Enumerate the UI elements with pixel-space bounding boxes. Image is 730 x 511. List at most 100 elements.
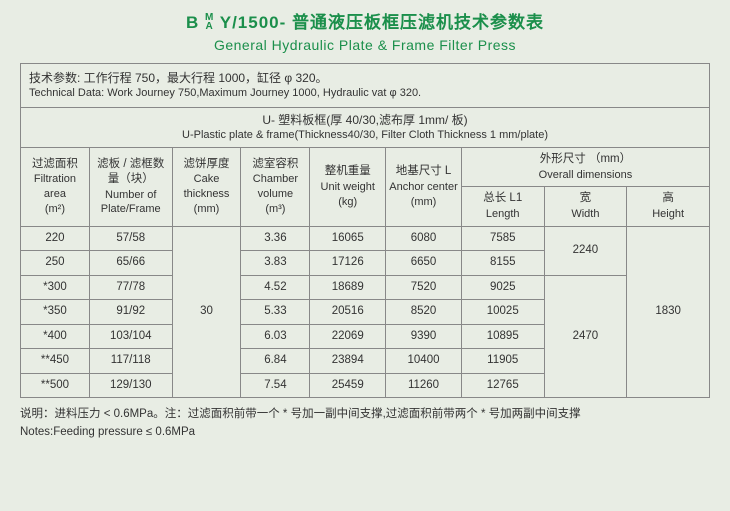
techdata-cell: 技术参数: 工作行程 750，最大行程 1000，缸径 φ 320。 Techn… (21, 64, 710, 108)
cell-weight: 18689 (310, 275, 386, 300)
hdr-overall-en: Overall dimensions (464, 168, 707, 183)
cell-weight: 17126 (310, 251, 386, 276)
cell-width-g2: 2470 (544, 275, 627, 398)
cell-length: 9025 (461, 275, 544, 300)
cell-plates: 65/66 (89, 251, 172, 276)
cell-area: *400 (21, 324, 90, 349)
cell-plates: 91/92 (89, 300, 172, 325)
cell-chamber: 6.03 (241, 324, 310, 349)
cell-length: 10895 (461, 324, 544, 349)
hdr-anchor: 地基尺寸 L Anchor center (mm) (386, 148, 462, 227)
spec-table: 技术参数: 工作行程 750，最大行程 1000，缸径 φ 320。 Techn… (20, 63, 710, 398)
header-row-1: 过滤面积 Filtration area (m²) 滤板 / 滤框数量（块） N… (21, 148, 710, 187)
section-en: U-Plastic plate & frame(Thickness40/30, … (23, 128, 707, 143)
title-cn-rest: Y/1500- 普通液压板框压滤机技术参数表 (220, 13, 544, 32)
footnote-cn: 说明：进料压力 < 0.6MPa。注：过滤面积前带一个 * 号加一副中间支撑,过… (20, 408, 581, 420)
techdata-cn: 技术参数: 工作行程 750，最大行程 1000，缸径 φ 320。 (29, 70, 701, 86)
hdr-plates-cn: 滤板 / 滤框数量（块） (92, 157, 170, 188)
cell-anchor: 9390 (386, 324, 462, 349)
cell-anchor: 6650 (386, 251, 462, 276)
cell-height: 1830 (627, 226, 710, 398)
cell-area: *300 (21, 275, 90, 300)
cell-plates: 129/130 (89, 373, 172, 398)
cell-area: 250 (21, 251, 90, 276)
hdr-cake-unit: (mm) (175, 202, 239, 217)
cell-length: 12765 (461, 373, 544, 398)
hdr-width-cn: 宽 (547, 191, 625, 207)
techdata-row: 技术参数: 工作行程 750，最大行程 1000，缸径 φ 320。 Techn… (21, 64, 710, 108)
hdr-anchor-en: Anchor center (388, 180, 459, 195)
hdr-area: 过滤面积 Filtration area (m²) (21, 148, 90, 227)
spec-sheet: B M A Y/1500- 普通液压板框压滤机技术参数表 General Hyd… (0, 0, 730, 449)
cell-area: *350 (21, 300, 90, 325)
hdr-anchor-cn: 地基尺寸 L (388, 164, 459, 180)
hdr-length-cn: 总长 L1 (464, 191, 542, 207)
hdr-weight-unit: (kg) (312, 195, 383, 210)
cell-plates: 77/78 (89, 275, 172, 300)
hdr-anchor-unit: (mm) (388, 195, 459, 210)
section-cn: U- 塑料板框(厚 40/30,滤布厚 1mm/ 板) (23, 112, 707, 128)
section-cell: U- 塑料板框(厚 40/30,滤布厚 1mm/ 板) U-Plastic pl… (21, 108, 710, 148)
hdr-plates: 滤板 / 滤框数量（块） Number of Plate/Frame (89, 148, 172, 227)
hdr-length: 总长 L1 Length (461, 187, 544, 226)
techdata-en: Technical Data: Work Journey 750,Maximum… (29, 86, 701, 101)
hdr-area-cn: 过滤面积 (23, 157, 87, 173)
cell-anchor: 7520 (386, 275, 462, 300)
cell-anchor: 11260 (386, 373, 462, 398)
cell-length: 8155 (461, 251, 544, 276)
footnote: 说明：进料压力 < 0.6MPa。注：过滤面积前带一个 * 号加一副中间支撑,过… (20, 406, 710, 441)
cell-chamber: 3.36 (241, 226, 310, 251)
hdr-height: 高 Height (627, 187, 710, 226)
cell-length: 10025 (461, 300, 544, 325)
title-en: General Hydraulic Plate & Frame Filter P… (20, 37, 710, 53)
cell-area: **450 (21, 349, 90, 374)
cell-cake: 30 (172, 226, 241, 398)
cell-weight: 20516 (310, 300, 386, 325)
cell-length: 11905 (461, 349, 544, 374)
title-prefix: B (186, 13, 199, 32)
hdr-weight-cn: 整机重量 (312, 164, 383, 180)
hdr-weight: 整机重量 Unit weight (kg) (310, 148, 386, 227)
hdr-weight-en: Unit weight (312, 180, 383, 195)
cell-chamber: 6.84 (241, 349, 310, 374)
hdr-width: 宽 Width (544, 187, 627, 226)
table-row: *300 77/78 4.52 18689 7520 9025 2470 (21, 275, 710, 300)
cell-anchor: 6080 (386, 226, 462, 251)
hdr-overall-unit: （mm） (589, 153, 631, 165)
title-stack: M A (205, 13, 214, 31)
hdr-cake: 滤饼厚度 Cake thickness (mm) (172, 148, 241, 227)
cell-chamber: 3.83 (241, 251, 310, 276)
hdr-plates-en: Number of Plate/Frame (92, 188, 170, 218)
cell-area: **500 (21, 373, 90, 398)
hdr-area-unit: (m²) (23, 202, 87, 217)
cell-anchor: 8520 (386, 300, 462, 325)
cell-anchor: 10400 (386, 349, 462, 374)
cell-weight: 22069 (310, 324, 386, 349)
section-row: U- 塑料板框(厚 40/30,滤布厚 1mm/ 板) U-Plastic pl… (21, 108, 710, 148)
hdr-overall: 外形尺寸 （mm） Overall dimensions (461, 148, 709, 187)
table-row: 220 57/58 30 3.36 16065 6080 7585 2240 1… (21, 226, 710, 251)
cell-weight: 16065 (310, 226, 386, 251)
cell-plates: 57/58 (89, 226, 172, 251)
cell-area: 220 (21, 226, 90, 251)
cell-chamber: 5.33 (241, 300, 310, 325)
hdr-overall-cn: 外形尺寸 (540, 153, 586, 165)
hdr-chamber-unit: (m³) (243, 202, 307, 217)
cell-chamber: 7.54 (241, 373, 310, 398)
cell-width-g1: 2240 (544, 226, 627, 275)
hdr-cake-cn: 滤饼厚度 (175, 157, 239, 173)
hdr-chamber-cn: 滤室容积 (243, 157, 307, 173)
hdr-chamber: 滤室容积 Chamber volume (m³) (241, 148, 310, 227)
hdr-cake-en: Cake thickness (175, 172, 239, 202)
title-cn: B M A Y/1500- 普通液压板框压滤机技术参数表 (20, 8, 710, 33)
hdr-height-en: Height (629, 207, 707, 222)
hdr-chamber-en: Chamber volume (243, 172, 307, 202)
hdr-area-en: Filtration area (23, 172, 87, 202)
hdr-height-cn: 高 (629, 191, 707, 207)
cell-length: 7585 (461, 226, 544, 251)
hdr-width-en: Width (547, 207, 625, 222)
cell-weight: 23894 (310, 349, 386, 374)
footnote-en: Notes:Feeding pressure ≤ 0.6MPa (20, 426, 195, 438)
hdr-length-en: Length (464, 207, 542, 222)
cell-plates: 117/118 (89, 349, 172, 374)
